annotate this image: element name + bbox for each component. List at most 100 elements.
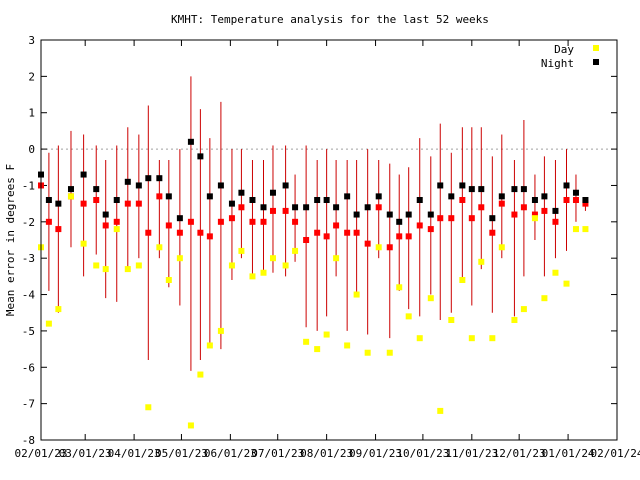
night-point [145,175,152,182]
mean-point [206,233,213,240]
x-tick-label: 12/01/23 [493,447,546,460]
day-point [124,266,131,273]
mean-point [520,204,527,211]
night-point [102,211,109,218]
night-point [468,186,475,193]
night-point [249,197,256,203]
mean-point [427,226,434,233]
day-point [197,371,204,378]
y-tick-label: 1 [28,107,35,120]
mean-point [572,197,579,203]
night-point [156,175,163,182]
mean-point [375,204,382,211]
night-point [520,186,527,193]
day-point [552,269,559,276]
day-point [228,262,235,269]
y-tick-label: -6 [22,361,35,374]
mean-point [478,204,485,211]
x-tick-label: 10/01/23 [396,447,449,460]
day-point [416,335,423,342]
day-point [113,226,120,233]
day-point [292,247,299,254]
night-point [437,182,444,189]
night-point [416,197,423,203]
mean-point [156,193,163,200]
mean-point [165,222,172,229]
legend: Day Night [541,43,599,70]
mean-point [448,215,455,222]
mean-point [386,244,393,251]
mean-point [353,229,360,236]
mean-point [55,226,62,233]
night-point [427,211,434,218]
mean-point [93,197,100,203]
night-point [364,204,371,211]
day-point [217,327,224,334]
day-point [405,313,412,320]
x-tick-label: 05/01/23 [155,447,208,460]
x-tick-label: 11/01/23 [445,447,498,460]
mean-point [303,237,310,243]
night-point [55,200,62,207]
mean-point [260,218,267,225]
mean-point [217,218,224,225]
day-point [541,295,548,302]
mean-point [511,211,518,218]
night-point [206,193,213,200]
x-tick-label: 01/01/24 [542,447,595,460]
night-point [269,189,276,196]
mean-point [563,197,570,203]
x-tick-label: 02/01/23 [15,447,68,460]
mean-point [187,218,194,225]
mean-point [437,215,444,222]
day-point [282,262,289,269]
night-point [292,204,299,211]
y-tick-label: -7 [22,398,35,411]
mean-point [80,200,87,207]
day-point [344,342,351,349]
day-point [333,255,340,262]
mean-point [552,218,559,225]
y-tick-label: 3 [28,34,35,47]
day-point [67,193,74,200]
mean-point [405,233,412,240]
night-point [541,193,548,200]
night-point [563,182,570,189]
mean-point [314,229,321,236]
night-point [344,193,351,200]
night-point [165,193,172,200]
legend-night-swatch [593,59,599,65]
night-point [80,171,87,178]
legend-day-swatch [593,45,599,51]
night-point [552,207,559,214]
day-point [206,342,213,349]
night-point [396,218,403,225]
night-point [124,178,131,185]
plot-border [40,39,618,441]
night-point [375,193,382,200]
day-point [323,331,330,338]
y-tick-label: 2 [28,70,35,83]
night-point [582,197,589,203]
night-point [113,197,120,203]
mean-point [145,229,152,236]
night-point [572,189,579,196]
day-point [448,317,455,323]
mean-point [249,218,256,225]
day-point [165,277,172,283]
day-point [187,422,194,429]
mean-point [135,200,142,207]
night-point [303,204,310,211]
mean-point [364,240,371,247]
mean-point [45,218,52,225]
day-point [176,255,183,262]
day-point [364,349,371,356]
y-axis-label: Mean error in degrees F [4,164,17,316]
night-point [176,215,183,222]
night-point [478,186,485,193]
night-point [531,197,538,203]
day-point [156,244,163,251]
day-point [145,404,152,411]
x-tick-label: 06/01/23 [204,447,257,460]
